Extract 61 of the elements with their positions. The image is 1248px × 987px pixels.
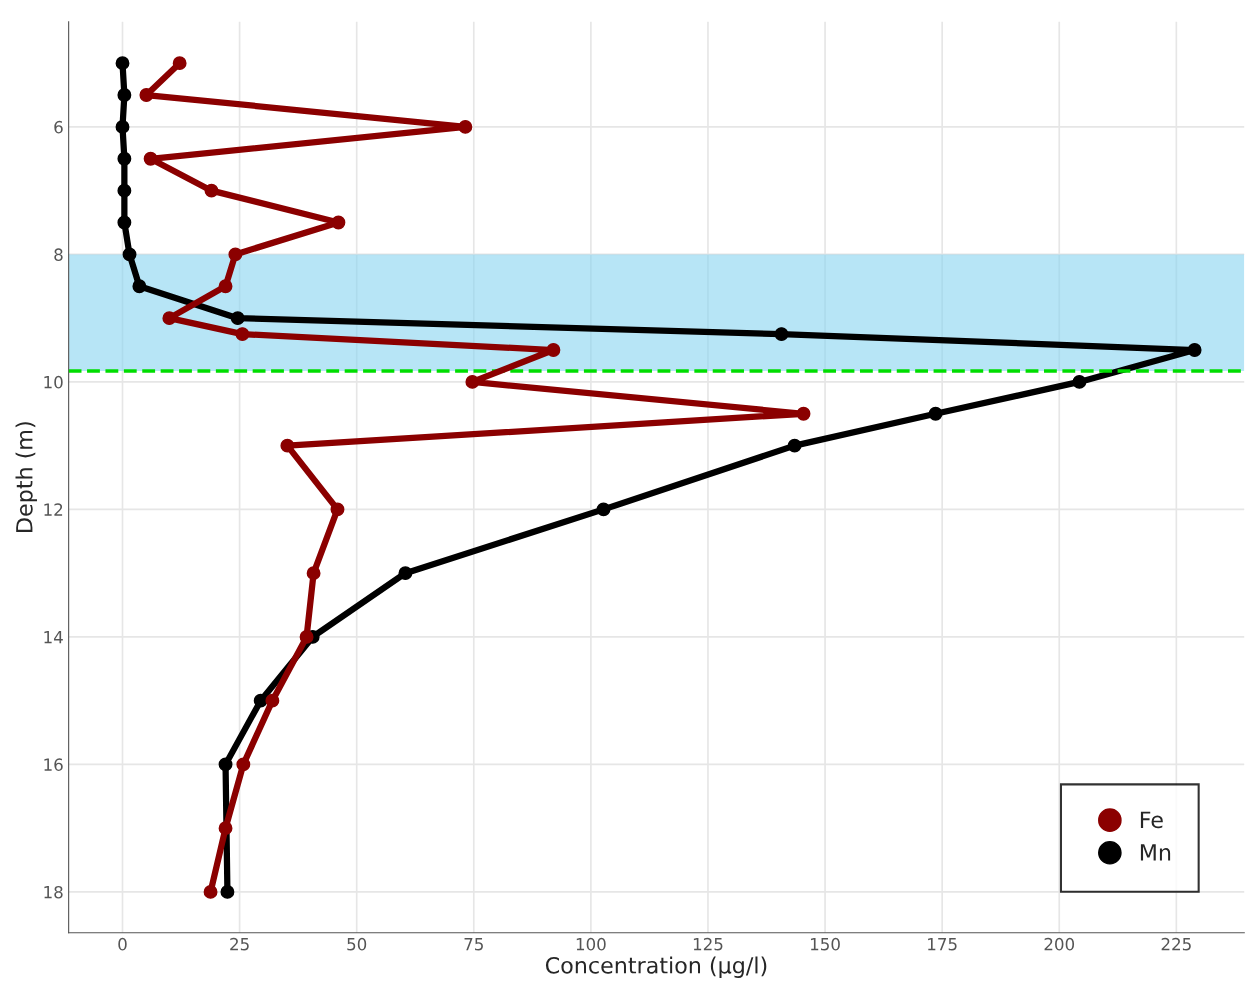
point [465,374,480,389]
point [1187,343,1202,357]
x-tick-label: 225 [1161,937,1191,951]
point [218,757,233,772]
point [398,566,413,581]
x-tick-label: 175 [928,938,957,951]
point [143,151,158,166]
y-tick-label: 6 [54,120,63,134]
y-tick-label: 10 [44,375,63,389]
point [228,247,243,262]
point [546,343,561,357]
point [117,215,132,230]
point [235,327,250,342]
point [204,183,219,198]
x-tick-label: 150 [810,937,840,951]
point [280,438,295,453]
point [774,327,789,342]
x-tick-label: 25 [230,937,249,951]
x-tick-label: 50 [347,937,367,951]
y-tick-label: 12 [44,503,63,516]
point [117,183,132,198]
point [596,502,611,517]
point [265,693,280,708]
x-tick-label: 0 [118,937,127,951]
point [218,821,233,836]
point [117,151,132,166]
point [139,88,154,102]
legend-label: Mn [1140,844,1171,861]
x-axis-title: Concentration (µg/l) [545,956,767,978]
point [796,406,811,421]
point [203,884,218,899]
point [306,566,321,581]
y-tick-label: 14 [44,631,63,644]
point [115,56,130,71]
point [787,438,802,453]
point [122,247,137,262]
point [172,56,187,71]
point [1072,374,1087,389]
point [928,406,943,421]
legend-label: Fe [1140,811,1163,829]
point [115,119,130,134]
x-tick-label: 125 [693,937,723,951]
point [220,884,235,899]
point [458,119,473,134]
y-axis-title: Depth (m) [15,422,38,532]
point [253,693,268,708]
y-tick-label: 16 [44,758,63,771]
point [330,502,345,517]
point [230,311,245,326]
point [299,629,314,644]
y-tick-label: 8 [54,248,63,261]
point [218,279,233,294]
y-tick-label: 18 [44,885,63,899]
x-tick-label: 75 [464,938,483,951]
x-tick-label: 100 [576,937,606,951]
point [331,215,346,230]
point [117,88,132,102]
point [162,311,177,326]
x-tick-label: 200 [1044,937,1075,951]
point [132,279,147,294]
point [236,757,251,772]
